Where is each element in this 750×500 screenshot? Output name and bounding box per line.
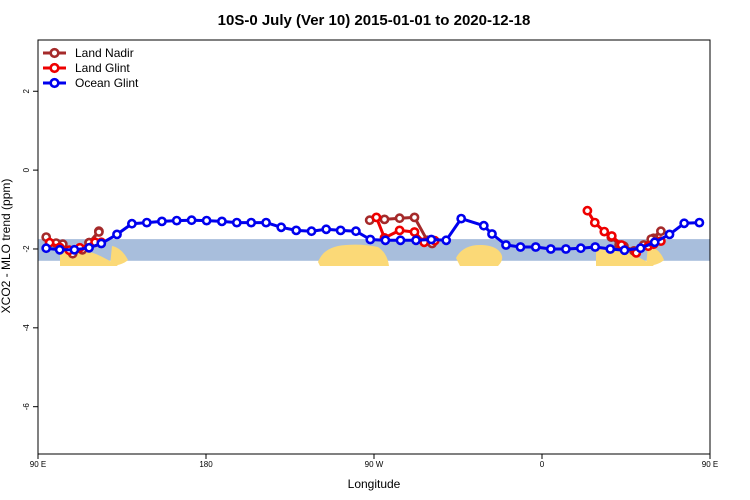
x-tick-label: 90 W — [365, 460, 384, 469]
ocean-glint-point — [545, 244, 556, 254]
land-nadir-point — [379, 214, 390, 225]
ocean-glint-point — [54, 244, 65, 255]
ocean-glint-point — [216, 216, 227, 227]
x-tick-label: 0 — [540, 460, 545, 469]
ocean-glint-point — [231, 217, 242, 228]
ocean-glint-point — [395, 235, 406, 246]
ocean-glint-point — [619, 245, 630, 256]
ocean-glint-point — [41, 243, 52, 254]
ocean-glint-point — [156, 216, 167, 227]
ocean-glint-point — [456, 213, 467, 224]
legend-label: Land Glint — [75, 61, 130, 75]
ocean-glint-point — [335, 225, 346, 236]
ocean-glint-point — [141, 217, 152, 228]
land-glint-point — [606, 231, 617, 241]
ocean-glint-point — [694, 217, 705, 228]
ocean-glint-point — [441, 235, 452, 246]
legend-label: Ocean Glint — [75, 76, 139, 90]
legend-marker — [49, 47, 60, 59]
ocean-glint-point — [478, 220, 489, 231]
y-tick-label: -2 — [22, 245, 31, 253]
chart-title: 10S-0 July (Ver 10) 2015-01-01 to 2020-1… — [218, 12, 531, 29]
legend-item-land-glint: Land Glint — [43, 61, 130, 75]
y-tick-label: 2 — [22, 88, 31, 93]
x-tick-label: 90 E — [702, 460, 718, 469]
ocean-glint-point — [487, 229, 497, 239]
ocean-glint-point — [365, 234, 376, 245]
land-glint-point — [371, 212, 382, 223]
land-nadir-point — [656, 226, 666, 237]
ocean-glint-point — [276, 222, 287, 233]
legend-marker — [49, 62, 60, 74]
ocean-glint-point — [575, 243, 586, 254]
ocean-glint-point — [426, 234, 437, 245]
ocean-glint-point — [605, 244, 616, 254]
series-layer — [41, 205, 705, 259]
y-axis-label: XCO2 - MLO trend (ppm) — [0, 179, 13, 314]
land-glint-point — [409, 227, 420, 237]
ocean-glint-point — [530, 242, 541, 252]
ocean-glint-point — [350, 226, 361, 237]
land-nadir-point — [394, 213, 405, 224]
ocean-glint-point — [411, 235, 421, 246]
y-tick-label: 0 — [22, 167, 31, 172]
x-axis-label: Longitude — [348, 477, 401, 491]
ocean-glint-point — [261, 217, 271, 228]
land-glint-point — [599, 226, 610, 237]
legend-item-land-nadir: Land Nadir — [43, 46, 134, 60]
ocean-glint-point — [590, 242, 601, 252]
y-tick-label: -4 — [22, 324, 31, 332]
ocean-glint-point — [679, 218, 690, 229]
ocean-glint-point — [96, 238, 107, 249]
ocean-glint-point — [171, 215, 182, 226]
ocean-glint-point — [380, 235, 391, 246]
land-glint-point — [582, 205, 593, 216]
x-tick-label: 90 E — [30, 460, 46, 469]
ocean-glint-point — [186, 215, 197, 226]
ocean-glint-point — [561, 244, 571, 254]
land-south-america — [318, 244, 389, 266]
land-glint-point — [589, 217, 600, 228]
ocean-glint-point — [201, 215, 212, 226]
ocean-glint-point — [664, 229, 675, 240]
land-glint-point — [394, 225, 405, 236]
ocean-glint-point — [306, 226, 317, 237]
ocean-glint-point — [126, 218, 137, 229]
land-africa — [456, 245, 503, 266]
land-nadir-point — [94, 227, 104, 237]
ocean-glint-point — [291, 225, 302, 236]
ocean-glint-point — [515, 242, 526, 252]
x-axis: 90 E 180 90 W 0 90 E — [30, 454, 718, 469]
ocean-glint-point — [501, 240, 511, 250]
ocean-glint-point — [649, 237, 660, 248]
legend-item-ocean-glint: Ocean Glint — [43, 76, 139, 90]
legend-marker — [49, 77, 60, 89]
series-ocean-glint — [41, 213, 705, 256]
y-axis: 2 0 -2 -4 -6 — [22, 88, 38, 410]
ocean-glint-point — [246, 217, 257, 228]
ocean-glint-point — [69, 244, 80, 255]
y-tick-label: -6 — [22, 403, 31, 411]
legend-label: Land Nadir — [75, 46, 134, 60]
ocean-glint-point — [321, 224, 332, 235]
ocean-glint-point — [84, 242, 94, 253]
ocean-glint-point — [112, 229, 122, 240]
ocean-glint-point — [635, 243, 646, 254]
land-nadir-point — [409, 212, 420, 223]
x-tick-label: 180 — [199, 460, 213, 469]
